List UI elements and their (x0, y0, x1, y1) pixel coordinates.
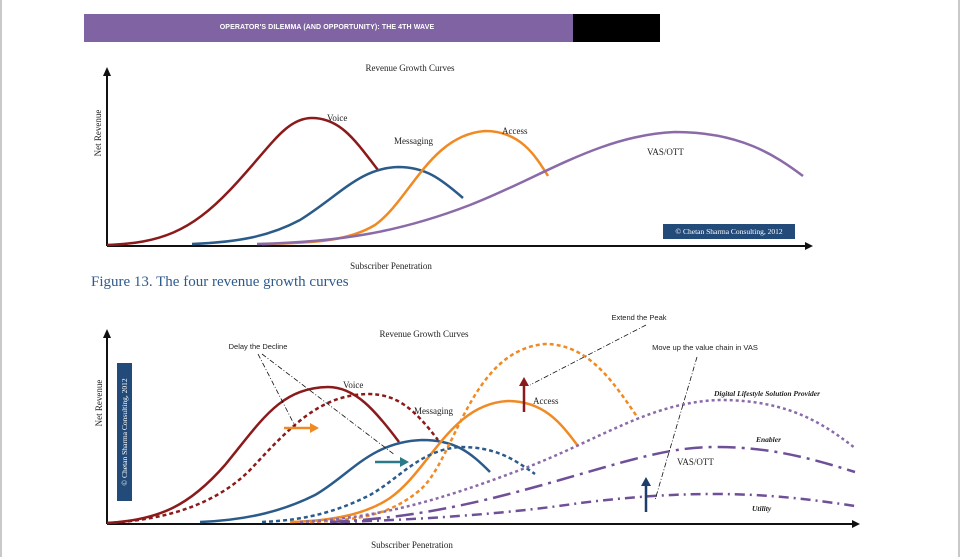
figure2-delay-line-1 (257, 353, 297, 429)
figure2-label-messaging: Messaging (414, 406, 453, 416)
figure1-title: Revenue Growth Curves (366, 63, 455, 73)
figure2-orange-arrowhead (310, 423, 319, 433)
figure1-xlabel: Subscriber Penetration (350, 261, 432, 271)
figure2-messaging-delayed-curve (261, 445, 536, 524)
figure2-enabler-curve (329, 445, 856, 524)
figure1-copyright-box (663, 224, 795, 239)
figure2-label-access: Access (533, 396, 559, 406)
figure2-messaging-curve (199, 438, 491, 524)
figure1-ylabel: Net Revenue (93, 110, 103, 157)
figure2-voice-curve (106, 385, 400, 525)
figure1-voice-curve (106, 116, 379, 247)
header-title: OPERATOR'S DILEMMA (AND OPPORTUNITY): TH… (219, 24, 435, 31)
figure2-ylabel: Net Revenue (94, 380, 104, 427)
figure1-label-vas: VAS/OTT (647, 147, 684, 157)
page-border-right (958, 0, 960, 557)
figure2-copyright: © Chetan Sharma Consulting, 2012 (120, 378, 129, 485)
figure2-label-voice: Voice (343, 380, 363, 390)
figure2-copyright-box (117, 363, 132, 501)
figure2-xlabel: Subscriber Penetration (371, 540, 453, 550)
figure2-y-axis-arrow (103, 329, 111, 338)
figure1-label-voice: Voice (327, 113, 347, 123)
figure-caption: Figure 13. The four revenue growth curve… (91, 274, 349, 290)
figure1-label-access: Access (502, 126, 528, 136)
figure2-delay-line-2 (261, 353, 396, 456)
figure1-x-axis-arrow (805, 242, 813, 250)
figure2-label-vas: VAS/OTT (677, 457, 714, 467)
figure2-extend-line (529, 324, 647, 386)
figure2-label-enabler: Enabler (755, 435, 781, 444)
header-bar (84, 14, 660, 42)
figure2-utility-curve (339, 492, 856, 524)
header-black-block (573, 14, 660, 42)
figure2-navy-arrowhead (641, 477, 651, 486)
figure2-annotation-delay: Delay the Decline (229, 342, 288, 351)
figure2-access-curve (289, 399, 579, 524)
figure2-label-digital: Digital Lifestyle Solution Provider (713, 389, 820, 398)
figure2-label-utility: Utility (752, 504, 772, 513)
figure2-chart: © Chetan Sharma Consulting, 2012 Revenue… (94, 313, 860, 550)
figure2-access-extended-curve (309, 342, 640, 524)
figure1-messaging-curve (191, 165, 464, 246)
figure2-moveup-line (654, 356, 698, 501)
figure2-voice-delayed-curve (106, 392, 439, 525)
figure1-vas-curve (256, 130, 804, 246)
figure2-annotation-moveup: Move up the value chain in VAS (652, 343, 758, 352)
figure1-copyright: © Chetan Sharma Consulting, 2012 (675, 227, 782, 236)
figure2-annotation-extend: Extend the Peak (611, 313, 666, 322)
figure2-title: Revenue Growth Curves (380, 329, 469, 339)
figure1-label-messaging: Messaging (394, 136, 433, 146)
page-border-left (0, 0, 2, 557)
figure2-red-arrowhead (519, 377, 529, 386)
figure2-digital-lifestyle-curve (299, 398, 856, 524)
figure2-x-axis-arrow (852, 520, 860, 528)
figure2-teal-arrowhead (400, 457, 409, 467)
figure1-y-axis-arrow (103, 67, 111, 76)
figure1-chart: Revenue Growth Curves Subscriber Penetra… (93, 63, 813, 271)
